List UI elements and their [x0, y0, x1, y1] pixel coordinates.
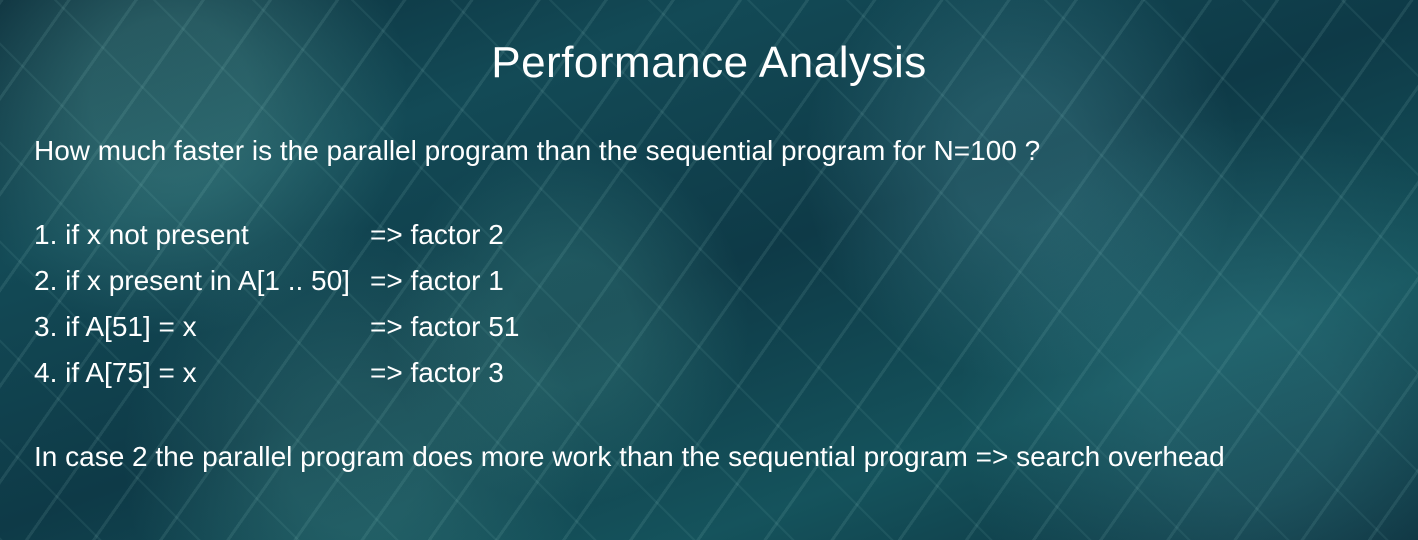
slide: Performance Analysis How much faster is …: [0, 0, 1418, 540]
question-text: How much faster is the parallel program …: [34, 130, 1384, 172]
case-result: => factor 51: [370, 306, 519, 348]
slide-title: Performance Analysis: [0, 38, 1418, 88]
case-condition: 3. if A[51] = x: [34, 306, 350, 348]
case-list: 1. if x not present => factor 2 2. if x …: [34, 214, 1384, 394]
slide-body: How much faster is the parallel program …: [34, 130, 1384, 478]
case-condition: 2. if x present in A[1 .. 50]: [34, 260, 350, 302]
case-condition: 1. if x not present: [34, 214, 350, 256]
case-result: => factor 3: [370, 352, 519, 394]
case-condition: 4. if A[75] = x: [34, 352, 350, 394]
case-result: => factor 1: [370, 260, 519, 302]
footnote-text: In case 2 the parallel program does more…: [34, 436, 1384, 478]
case-result: => factor 2: [370, 214, 519, 256]
